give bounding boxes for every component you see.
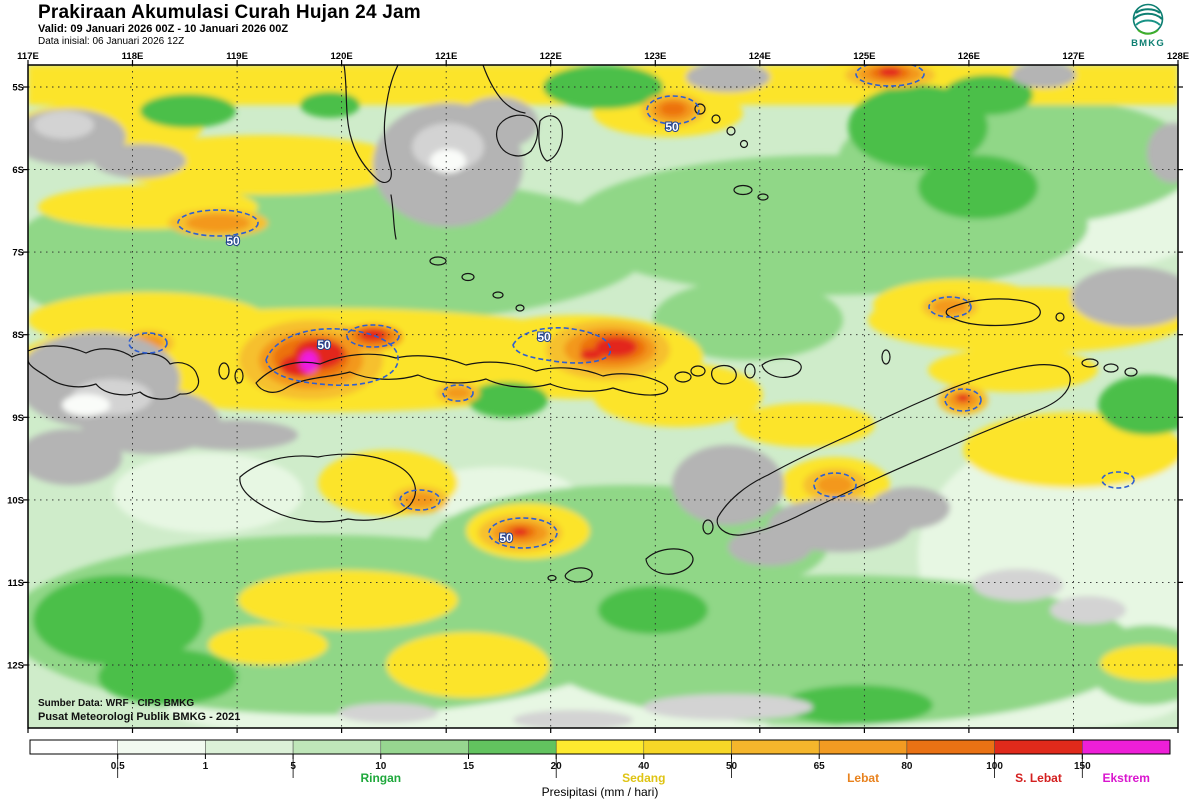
map-frame (27, 64, 1179, 729)
grid-lines (28, 65, 1178, 728)
coastlines (28, 65, 1138, 583)
source-line1: Sumber Data: WRF - CIPS BMKG (38, 698, 194, 709)
map-source: Sumber Data: WRF - CIPS BMKG Pusat Meteo… (38, 698, 240, 723)
legend-segment (906, 739, 995, 755)
legend-tick-label: 15 (463, 761, 475, 772)
legend-segment (468, 739, 557, 755)
lon-label: 128E (1167, 51, 1189, 62)
lat-label: 5S (12, 83, 24, 94)
legend-tick-label: 40 (638, 761, 650, 772)
lon-label: 119E (226, 51, 248, 62)
logo-leaf-icon (1137, 29, 1159, 35)
legend-segment (380, 739, 469, 755)
lon-label: 120E (331, 51, 353, 62)
lon-label: 124E (749, 51, 771, 62)
logo-wave-icon (1133, 12, 1163, 20)
rainfall-field (28, 65, 1178, 728)
lat-labels: 5S 6S 7S 8S 9S 10S 11S 12S (7, 83, 24, 672)
legend-tick-label: 65 (814, 761, 826, 772)
lon-label: 126E (958, 51, 980, 62)
lat-label: 7S (12, 248, 24, 259)
lat-label: 12S (7, 661, 24, 672)
legend-segment (117, 739, 206, 755)
legend-segment (1082, 739, 1171, 755)
legend-axis-label: Presipitasi (mm / hari) (541, 785, 659, 799)
logo-wave-icon (1135, 19, 1161, 26)
lat-label: 6S (12, 165, 24, 176)
legend-segment (292, 739, 382, 755)
lon-labels: 117E 118E 119E 120E 121E 122E 123E 124E 125E 126E… (17, 51, 1189, 62)
legend-category-label: Sedang (622, 771, 665, 785)
legend-category-label: Ringan (360, 771, 401, 785)
valid-period: Valid: 09 Januari 2026 00Z - 10 Januari … (38, 23, 289, 35)
legend: 0.51510152040506580100150RinganSedangLeb… (29, 739, 1171, 785)
contour-labels: 50 50 50 50 50 (225, 119, 680, 546)
logo-text: BMKG (1131, 38, 1165, 48)
legend-segment (29, 739, 118, 755)
source-line2: Pusat Meteorologi Publik BMKG - 2021 (38, 711, 240, 723)
legend-category-label: S. Lebat (1015, 771, 1062, 785)
contour-label: 50 (226, 234, 240, 248)
lon-label: 122E (540, 51, 562, 62)
init-time: Data inisial: 06 Januari 2026 12Z (38, 36, 185, 47)
legend-segment (731, 739, 820, 755)
contour-label: 50 (317, 338, 331, 352)
lon-label: 121E (435, 51, 457, 62)
frame-ticks (23, 60, 1183, 733)
lat-label: 11S (8, 578, 24, 589)
legend-segment (205, 739, 294, 755)
page-title: Prakiraan Akumulasi Curah Hujan 24 Jam (38, 2, 421, 23)
contour-label: 50 (665, 120, 679, 134)
logo-wave-icon (1135, 8, 1161, 14)
legend-category-label: Ekstrem (1103, 771, 1150, 785)
contour-label: 50 (537, 330, 551, 344)
legend-segment (994, 739, 1083, 755)
lat-label: 10S (7, 495, 24, 506)
legend-segment (643, 739, 732, 755)
lat-label: 8S (12, 330, 24, 341)
legend-segment (818, 739, 908, 755)
lon-label: 125E (853, 51, 875, 62)
lon-label: 117E (17, 51, 39, 62)
lon-label: 123E (644, 51, 666, 62)
legend-tick-label: 80 (901, 761, 913, 772)
rain-contours (128, 65, 1135, 549)
legend-bar: 0.51510152040506580100150RinganSedangLeb… (29, 739, 1171, 785)
legend-segment (555, 739, 645, 755)
lat-label: 9S (12, 413, 24, 424)
legend-category-label: Lebat (847, 771, 879, 785)
map-canvas: 117E 118E 119E 120E 121E 122E 123E 124E 125E 126E… (7, 51, 1189, 733)
contour-label: 50 (499, 531, 513, 545)
bmkg-logo: BMKG (1131, 3, 1165, 48)
legend-tick-label: 1 (203, 761, 209, 772)
legend-tick-label: 10 (375, 761, 387, 772)
lon-label: 127E (1062, 51, 1084, 62)
lon-label: 118E (122, 51, 144, 62)
header: Prakiraan Akumulasi Curah Hujan 24 Jam V… (0, 0, 1200, 49)
